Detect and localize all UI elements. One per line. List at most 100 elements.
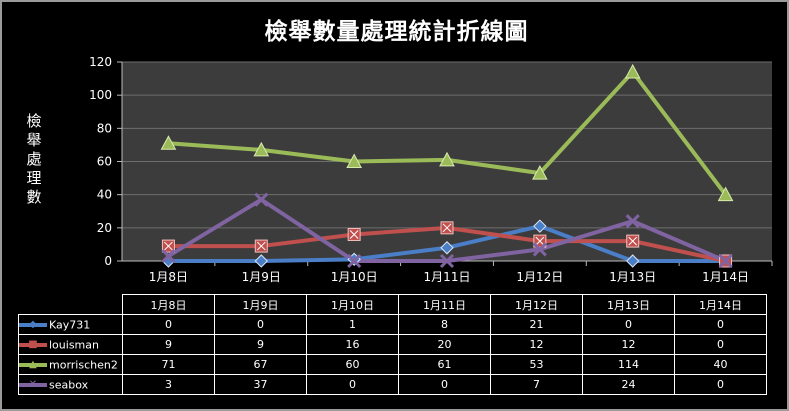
triangle-marker <box>439 151 455 167</box>
x-marker <box>532 242 547 257</box>
table-value-cell: 9 <box>214 334 307 355</box>
x-marker <box>718 253 733 269</box>
legend-key: ■ <box>19 339 47 351</box>
square-marker-cross <box>535 236 545 246</box>
table-value-cell: 40 <box>674 354 767 375</box>
triangle-marker <box>253 141 270 157</box>
table-value-cell: 20 <box>398 334 491 355</box>
triangle-marker <box>532 165 548 180</box>
y-tick-label: 20 <box>97 221 112 235</box>
table-value-cell: 16 <box>306 334 399 355</box>
x-tick-label: 1月12日 <box>516 270 563 284</box>
square-marker-cross <box>349 230 359 239</box>
line-chart: 0 20 40 60 80 100 120 1月8日 1月9日 1月10日 1月11日 1月12日 1月… <box>89 55 773 284</box>
x-marker-icon: ✕ <box>28 378 38 390</box>
x-marker <box>347 253 362 269</box>
series-label-cell: ◆ Kay731 <box>18 314 123 335</box>
legend-key: ◆ <box>19 319 47 331</box>
x-tick-label: 1月13日 <box>609 270 656 284</box>
square-marker-cross <box>628 236 638 246</box>
table-value-cell: 21 <box>490 314 583 335</box>
legend-key: ✕ <box>19 379 47 391</box>
table-value-cell: 67 <box>214 354 307 375</box>
legend-line <box>19 342 47 347</box>
x-tick-label: 1月8日 <box>149 270 188 284</box>
diamond-marker-icon: ◆ <box>29 318 37 330</box>
y-axis-label: 檢舉處理數 <box>26 112 42 206</box>
series-name: Kay731 <box>49 318 91 332</box>
table-row: ◆ Kay731 0 0 1 8 21 0 0 <box>18 314 767 335</box>
data-table: 1月8日 1月9日 1月10日 1月11日 1月12日 1月13日 1月14日 ◆ Kay731… <box>18 294 767 395</box>
table-row: ✕ seabox 3 37 0 0 7 24 0 <box>18 374 767 395</box>
x-marker <box>439 253 455 269</box>
x-marker <box>625 214 640 229</box>
table-value-cell: 0 <box>214 314 307 335</box>
x-tick-label: 1月9日 <box>242 270 281 284</box>
table-row: ■ louisman 9 9 16 20 12 12 0 <box>18 334 767 355</box>
triangle-marker-icon: ▲ <box>29 358 37 370</box>
diamond-marker <box>626 254 640 268</box>
square-marker-icon: ■ <box>28 338 38 350</box>
x-tick-label: 1月10日 <box>331 270 378 284</box>
x-tick-label: 1月11日 <box>424 270 471 284</box>
diamond-marker <box>533 219 547 233</box>
table-corner <box>18 294 123 315</box>
table-value-cell: 0 <box>674 374 767 395</box>
table-value-cell: 53 <box>490 354 583 375</box>
table-header-cell: 1月11日 <box>398 294 491 315</box>
legend-line <box>19 322 47 327</box>
triangle-marker <box>346 153 362 168</box>
chart-title: 檢舉數量處理統計折線圖 <box>264 18 529 45</box>
table-header-row: 1月8日 1月9日 1月10日 1月11日 1月12日 1月13日 1月14日 <box>18 294 767 315</box>
table-value-cell: 60 <box>306 354 399 375</box>
series-label-cell: ✕ seabox <box>18 374 123 395</box>
table-value-cell: 114 <box>582 354 675 375</box>
legend-line <box>19 382 47 387</box>
table-header-cell: 1月14日 <box>674 294 767 315</box>
table-value-cell: 0 <box>306 374 399 395</box>
table-value-cell: 1 <box>306 314 399 335</box>
triangle-marker <box>624 63 641 79</box>
y-tick-label: 0 <box>104 254 112 268</box>
table-header-cell: 1月9日 <box>214 294 307 315</box>
legend-key: ▲ <box>19 359 47 371</box>
table-value-cell: 3 <box>122 374 215 395</box>
table-value-cell: 8 <box>398 314 491 335</box>
square-marker-cross <box>164 241 173 251</box>
y-tick-label: 120 <box>89 55 112 69</box>
table-value-cell: 24 <box>582 374 675 395</box>
series-label-cell: ■ louisman <box>18 334 123 355</box>
y-tick-label: 60 <box>97 155 112 169</box>
table-value-cell: 12 <box>490 334 583 355</box>
triangle-marker <box>160 135 177 150</box>
diamond-marker <box>254 254 268 268</box>
square-marker-cross <box>256 241 266 251</box>
x-tick-label: 1月14日 <box>702 270 749 284</box>
table-value-cell: 0 <box>674 314 767 335</box>
series-name: seabox <box>49 378 89 392</box>
table-value-cell: 0 <box>122 314 215 335</box>
table-value-cell: 61 <box>398 354 491 375</box>
table-value-cell: 0 <box>398 374 491 395</box>
table-value-cell: 7 <box>490 374 583 395</box>
x-marker <box>161 248 176 264</box>
table-header-cell: 1月12日 <box>490 294 583 315</box>
table-header-cell: 1月13日 <box>582 294 675 315</box>
square-marker-cross <box>442 223 452 233</box>
series-label-cell: ▲ morrischen2 <box>18 354 123 375</box>
series-name: louisman <box>49 338 99 352</box>
table-value-cell: 0 <box>582 314 675 335</box>
table-row: ▲ morrischen2 71 67 60 61 53 114 40 <box>18 354 767 375</box>
diamond-marker <box>440 241 454 255</box>
y-tick-label: 40 <box>97 188 112 202</box>
triangle-marker <box>717 186 734 202</box>
table-value-cell: 12 <box>582 334 675 355</box>
series-name: morrischen2 <box>49 358 118 372</box>
y-tick-label: 80 <box>97 121 112 135</box>
x-marker <box>254 192 269 207</box>
legend-line <box>19 362 47 367</box>
table-value-cell: 9 <box>122 334 215 355</box>
table-header-cell: 1月10日 <box>306 294 399 315</box>
table-value-cell: 0 <box>674 334 767 355</box>
table-value-cell: 71 <box>122 354 215 375</box>
